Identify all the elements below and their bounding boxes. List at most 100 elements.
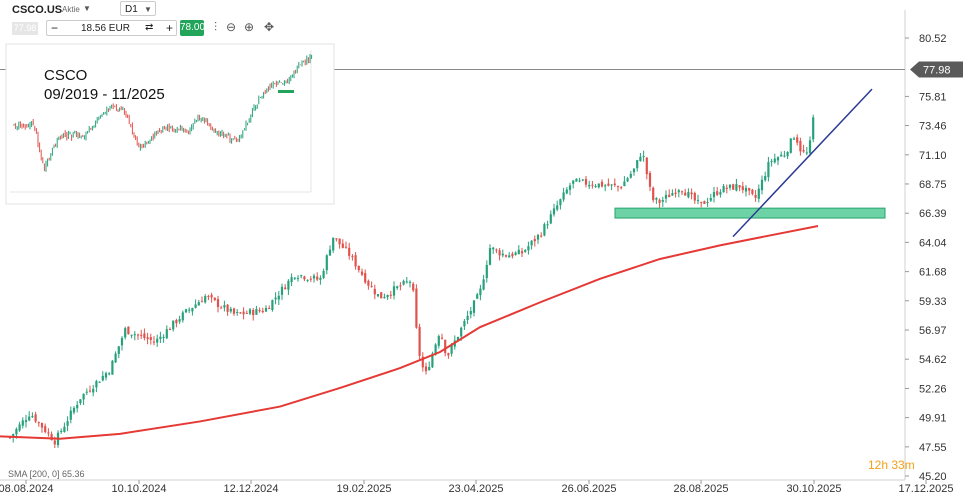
candle-body (85, 391, 88, 393)
candle-body (264, 307, 268, 312)
candlestick-icon[interactable]: ⫶ (214, 20, 218, 34)
candle-body (367, 280, 370, 286)
inset-title: CSCO 09/2019 - 11/2025 (44, 66, 165, 104)
last-price-tag (910, 61, 963, 78)
candle-body (152, 341, 156, 343)
candle-body (434, 344, 437, 355)
candle-body (501, 253, 504, 256)
candle-body (188, 309, 191, 311)
candle-body (514, 252, 517, 255)
candle-body (316, 276, 319, 280)
candle-body (476, 294, 479, 299)
candle-body (140, 334, 143, 336)
candle-body (607, 183, 610, 186)
zoom-out-icon[interactable]: ⊖ (226, 20, 237, 34)
candle-body (287, 280, 290, 290)
y-tick-label: 49.91 (919, 413, 947, 425)
candle-body (767, 162, 770, 178)
candle-body (786, 151, 789, 157)
chevron-down-icon[interactable]: ▼ (83, 4, 91, 13)
zoom-in-icon[interactable]: ⊕ (244, 20, 255, 34)
candle-body (527, 246, 530, 251)
chart-toolbar: CSCO.US Aktie ▼ D1 ▼ ⫶ ⊖ ⊕ ✥ 77.98 − 18.… (6, 0, 306, 44)
candle-body (808, 140, 812, 154)
y-tick-label: 47.55 (919, 442, 947, 454)
candle-body (540, 235, 543, 237)
candle-body (79, 399, 82, 404)
candle-body (485, 264, 488, 279)
candle-body (130, 334, 133, 336)
x-tick-label: 26.06.2025 (561, 483, 616, 495)
candle-body (72, 407, 76, 413)
candle-body (194, 304, 197, 308)
candle-body (431, 353, 434, 368)
candle-body (92, 388, 95, 393)
candle-body (98, 381, 101, 383)
candle-body (565, 189, 568, 194)
candle-body (18, 424, 21, 431)
candle-body (498, 250, 501, 256)
candle-body (319, 277, 322, 280)
candle-body (143, 333, 146, 338)
candle-body (88, 390, 92, 392)
candle-body (146, 337, 149, 340)
candle-body (159, 336, 162, 339)
candle-body (360, 271, 364, 275)
ask-button[interactable]: 78.00 (180, 20, 205, 36)
x-tick-label: 10.10.2024 (111, 483, 166, 495)
quantity-value[interactable]: 18.56 EUR (81, 23, 130, 34)
candle-body (543, 224, 546, 236)
candle-body (472, 300, 476, 313)
candle-body (111, 360, 114, 375)
candle-body (748, 187, 751, 191)
candle-body (591, 184, 594, 186)
candle-body (725, 187, 728, 189)
y-tick-label: 45.20 (919, 471, 947, 483)
candle-body (664, 194, 668, 199)
candle-body (693, 193, 696, 201)
candle-body (373, 288, 376, 295)
candle-body (732, 184, 735, 190)
candle-body (444, 339, 447, 354)
plus-icon[interactable]: + (166, 21, 174, 35)
x-tick-label: 12.12.2024 (223, 483, 278, 495)
candle-body (274, 297, 277, 300)
candle-body (661, 200, 664, 202)
candle-body (392, 286, 396, 296)
candle-body (780, 154, 783, 157)
bid-button[interactable]: 77.98 (12, 22, 38, 35)
candle-body (796, 137, 799, 143)
candle-body (469, 310, 472, 315)
candle-body (620, 187, 623, 189)
candle-body (175, 320, 178, 324)
candle-body (696, 200, 700, 202)
timeframe-select[interactable]: D1 (120, 1, 156, 16)
symbol-label[interactable]: CSCO.US (12, 4, 63, 16)
candle-body (632, 168, 636, 173)
candle-body (168, 329, 172, 331)
y-tick-label: 80.52 (919, 33, 947, 45)
candle-body (127, 326, 130, 335)
candle-body (703, 201, 706, 204)
candle-body (108, 373, 111, 375)
candle-body (450, 345, 453, 354)
candle-body (226, 304, 229, 312)
candle-body (120, 337, 124, 346)
move-icon[interactable]: ✥ (264, 20, 275, 34)
candle-body (709, 198, 712, 201)
sma-indicator-label[interactable]: SMA [200, 0] 65.36 (8, 469, 85, 479)
candle-body (575, 178, 578, 182)
candle-body (479, 288, 482, 296)
candle-body (671, 193, 674, 196)
candle-body (440, 337, 444, 339)
candle-body (466, 315, 469, 321)
candles (8, 114, 815, 449)
minus-icon[interactable]: − (51, 21, 59, 35)
swap-icon[interactable]: ⇄ (145, 22, 154, 33)
quantity-stepper[interactable]: − 18.56 EUR ⇄ + (46, 20, 177, 36)
candle-body (408, 281, 412, 283)
candle-body (245, 312, 248, 314)
candle-body (34, 414, 37, 422)
chevron-down-icon[interactable]: ▼ (144, 5, 152, 14)
